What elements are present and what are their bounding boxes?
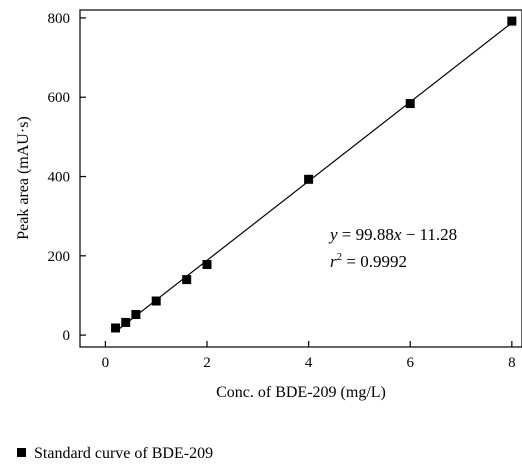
data-point	[111, 323, 121, 333]
y-tick-label: 600	[48, 90, 71, 106]
fit-line	[115, 22, 513, 333]
eq-x-var: x	[393, 225, 402, 244]
r2-exp: 2	[337, 251, 343, 263]
r2-value: = 0.9992	[342, 252, 407, 271]
data-point	[131, 309, 141, 319]
eq-rest: − 11.28	[401, 225, 457, 244]
r2-var: r	[330, 252, 337, 271]
x-axis-ticks: 0 2 4 6 8	[102, 341, 516, 371]
legend-label: Standard curve of BDE-209	[34, 445, 213, 462]
data-point	[507, 16, 517, 26]
eq-y-var: y	[328, 225, 338, 244]
data-point	[202, 260, 212, 270]
x-tick-label: 8	[508, 355, 516, 371]
legend: Standard curve of BDE-209	[17, 445, 213, 462]
y-tick-label: 0	[63, 328, 71, 344]
data-point	[151, 296, 161, 306]
x-axis-title: Conc. of BDE-209 (mg/L)	[216, 384, 386, 401]
y-axis-title: Peak area (mAU·s)	[15, 116, 32, 240]
equation-annotation: y = 99.88x − 11.28	[328, 225, 457, 244]
y-tick-label: 200	[48, 249, 71, 265]
x-tick-label: 4	[305, 355, 313, 371]
x-tick-label: 2	[203, 355, 211, 371]
r2-annotation: r2 = 0.9992	[330, 251, 407, 271]
y-tick-label: 400	[48, 170, 71, 186]
data-point	[405, 99, 415, 109]
data-point	[182, 275, 192, 285]
legend-marker	[17, 448, 26, 457]
plot-frame	[79, 9, 522, 348]
data-point	[304, 174, 314, 184]
x-tick-label: 6	[406, 355, 414, 371]
eq-equals: = 99.88	[338, 225, 394, 244]
data-point	[121, 317, 131, 327]
x-tick-label: 0	[102, 355, 110, 371]
y-axis-ticks: 0 200 400 600 800	[48, 11, 86, 344]
y-tick-label: 800	[48, 11, 71, 27]
data-points	[111, 16, 517, 333]
